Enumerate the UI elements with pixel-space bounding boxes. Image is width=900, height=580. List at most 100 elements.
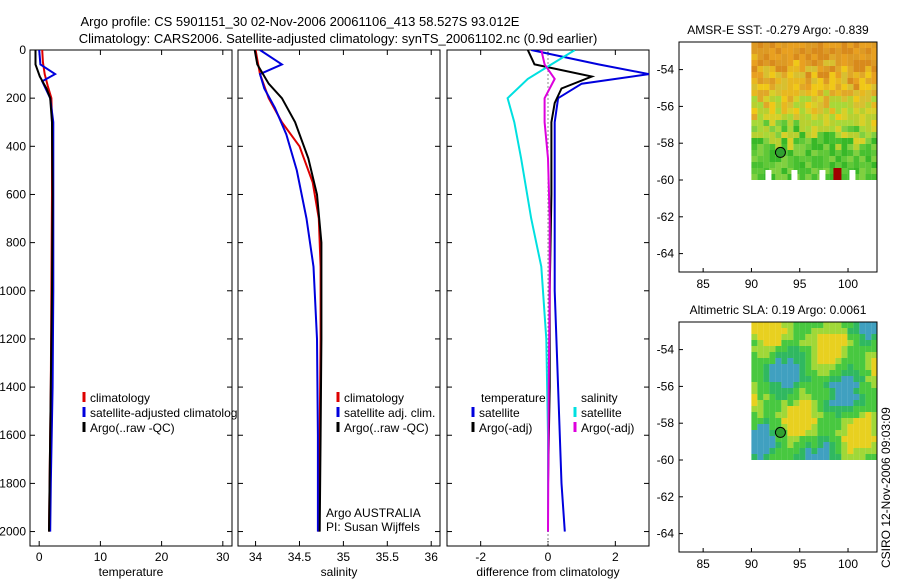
field-cell bbox=[811, 132, 818, 138]
x-tick-label: 36 bbox=[425, 550, 439, 564]
field-cell bbox=[775, 156, 782, 162]
field-cell bbox=[871, 424, 878, 430]
field-cell bbox=[823, 352, 830, 358]
field-cell bbox=[787, 162, 794, 168]
field-cell bbox=[817, 132, 824, 138]
field-cell bbox=[823, 346, 830, 352]
field-cell bbox=[817, 96, 824, 102]
field-cell bbox=[871, 96, 878, 102]
field-cell bbox=[841, 430, 848, 436]
field-cell bbox=[841, 108, 848, 114]
field-cell bbox=[793, 388, 800, 394]
field-cell bbox=[805, 114, 812, 120]
field-cell bbox=[787, 144, 794, 150]
field-cell bbox=[841, 48, 848, 54]
x-tick-label: -2 bbox=[475, 550, 486, 564]
field-cell bbox=[865, 376, 872, 382]
field-cell bbox=[763, 108, 770, 114]
field-cell bbox=[781, 174, 788, 180]
field-cell bbox=[757, 394, 764, 400]
series-line bbox=[530, 50, 649, 532]
field-cell bbox=[769, 84, 776, 90]
field-cell bbox=[805, 42, 812, 48]
field-cell bbox=[751, 418, 758, 424]
field-cell bbox=[847, 454, 854, 460]
field-cell bbox=[841, 132, 848, 138]
field-cell bbox=[751, 138, 758, 144]
field-cell bbox=[751, 430, 758, 436]
field-cell bbox=[853, 376, 860, 382]
field-cell bbox=[763, 54, 770, 60]
field-cell bbox=[823, 370, 830, 376]
field-cell bbox=[763, 448, 770, 454]
field-cell bbox=[847, 102, 854, 108]
field-cell bbox=[859, 84, 866, 90]
field-cell bbox=[763, 388, 770, 394]
field-cell bbox=[853, 382, 860, 388]
field-cell bbox=[859, 358, 866, 364]
field-cell bbox=[805, 138, 812, 144]
field-cell bbox=[763, 114, 770, 120]
field-cell bbox=[775, 322, 782, 328]
field-cell bbox=[811, 418, 818, 424]
plot-frame bbox=[29, 49, 233, 547]
field-cell bbox=[751, 382, 758, 388]
series-line bbox=[540, 50, 556, 532]
field-cell bbox=[811, 48, 818, 54]
field-cell bbox=[781, 376, 788, 382]
field-cell bbox=[775, 412, 782, 418]
field-cell bbox=[853, 102, 860, 108]
field-cell bbox=[805, 132, 812, 138]
field-cell bbox=[823, 78, 830, 84]
field-cell bbox=[823, 138, 830, 144]
field-cell bbox=[823, 406, 830, 412]
field-cell bbox=[829, 90, 836, 96]
field-cell bbox=[841, 72, 848, 78]
field-cell bbox=[769, 120, 776, 126]
field-cell bbox=[859, 174, 866, 180]
field-cell bbox=[865, 448, 872, 454]
field-cell bbox=[769, 60, 776, 66]
field-cell bbox=[775, 364, 782, 370]
field-cell bbox=[823, 382, 830, 388]
field-cell bbox=[871, 388, 878, 394]
field-cell bbox=[841, 138, 848, 144]
field-cell bbox=[835, 66, 842, 72]
field-cell bbox=[769, 162, 776, 168]
field-cell bbox=[787, 400, 794, 406]
field-cell bbox=[781, 66, 788, 72]
field-cell bbox=[757, 442, 764, 448]
field-cell bbox=[799, 454, 806, 460]
field-cell bbox=[823, 322, 830, 328]
field-cell bbox=[751, 400, 758, 406]
field-cell bbox=[817, 48, 824, 54]
field-cell bbox=[841, 114, 848, 120]
field-cell bbox=[871, 358, 878, 364]
field-cell bbox=[805, 60, 812, 66]
field-cell bbox=[799, 156, 806, 162]
field-cell bbox=[859, 114, 866, 120]
field-cell bbox=[769, 72, 776, 78]
field-cell bbox=[835, 162, 842, 168]
field-cell bbox=[763, 126, 770, 132]
field-cell bbox=[757, 162, 764, 168]
field-cell bbox=[865, 346, 872, 352]
field-cell bbox=[811, 436, 818, 442]
field-cell bbox=[799, 352, 806, 358]
field-cell bbox=[805, 174, 812, 180]
field-cell bbox=[817, 376, 824, 382]
field-cell bbox=[751, 84, 758, 90]
field-cell bbox=[757, 168, 764, 174]
field-cell bbox=[751, 174, 758, 180]
y-tick-label: -54 bbox=[657, 63, 675, 77]
field-cell bbox=[805, 430, 812, 436]
amsr-sst-map: 85 90 95 100 -54 -56 -58 -60 -62 -64 AMSR-E SST: -… bbox=[657, 23, 878, 291]
field-cell bbox=[871, 84, 878, 90]
field-cell bbox=[805, 90, 812, 96]
field-cell bbox=[805, 442, 812, 448]
series-line bbox=[38, 50, 58, 532]
field-cell bbox=[817, 436, 824, 442]
field-cell bbox=[859, 448, 866, 454]
field-cell bbox=[769, 42, 776, 48]
